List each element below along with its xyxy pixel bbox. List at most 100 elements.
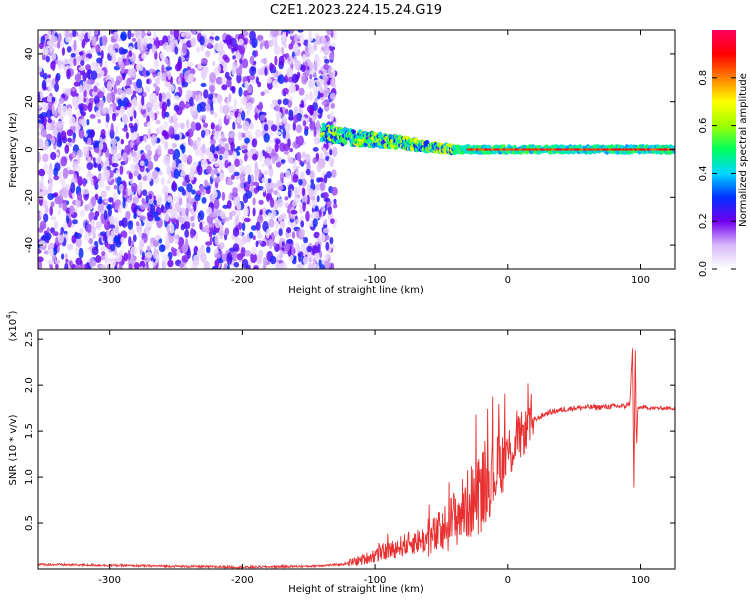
noise-speckle	[106, 92, 113, 104]
noise-speckle	[139, 204, 146, 210]
noise-speckle	[295, 165, 300, 170]
noise-speckle	[326, 171, 332, 179]
noise-speckle	[60, 156, 67, 167]
noise-speckle	[210, 31, 215, 37]
snr-x-tick-label: 0	[505, 575, 511, 586]
noise-speckle	[182, 42, 188, 54]
noise-speckle	[278, 185, 284, 191]
noise-speckle	[100, 254, 105, 261]
noise-speckle	[262, 170, 269, 176]
noise-speckle	[38, 139, 44, 149]
noise-speckle	[232, 121, 236, 130]
noise-speckle	[164, 80, 171, 88]
noise-speckle	[117, 98, 122, 108]
noise-speckle	[300, 243, 308, 255]
noise-speckle	[107, 207, 112, 217]
noise-speckle	[38, 260, 43, 269]
noise-speckle	[194, 233, 199, 242]
noise-speckle	[330, 262, 335, 269]
noise-speckle	[323, 174, 328, 184]
noise-speckle	[77, 33, 83, 40]
noise-speckle	[93, 85, 98, 93]
noise-speckle	[173, 95, 180, 101]
noise-speckle	[77, 176, 83, 187]
noise-speckle	[192, 110, 199, 120]
noise-speckle	[162, 255, 170, 262]
noise-speckle	[298, 87, 305, 96]
noise-speckle	[262, 264, 267, 269]
noise-speckle	[200, 44, 205, 52]
noise-speckle	[161, 101, 168, 112]
noise-speckle	[213, 112, 218, 119]
noise-speckle	[130, 132, 137, 141]
noise-speckle	[213, 99, 217, 104]
colorbar-strip	[712, 30, 736, 269]
noise-speckle	[128, 236, 132, 247]
noise-speckle	[202, 114, 207, 121]
noise-speckle	[253, 187, 259, 194]
noise-speckle	[224, 142, 229, 152]
noise-speckle	[220, 211, 226, 219]
noise-speckle	[142, 175, 148, 181]
noise-speckle	[128, 50, 133, 57]
noise-speckle	[222, 66, 228, 73]
noise-speckle	[298, 178, 303, 186]
snr-y-scale-suffix: )	[8, 310, 19, 314]
noise-speckle	[232, 187, 238, 195]
noise-speckle	[64, 144, 70, 154]
noise-speckle	[62, 201, 68, 212]
noise-speckle	[214, 35, 220, 41]
noise-speckle	[153, 59, 160, 69]
noise-speckle	[309, 107, 314, 116]
noise-speckle	[296, 124, 302, 134]
noise-speckle	[122, 73, 126, 81]
noise-speckle	[240, 145, 248, 150]
noise-speckle	[264, 157, 272, 167]
noise-speckle	[214, 218, 221, 229]
noise-speckle	[144, 158, 149, 167]
noise-speckle	[51, 53, 57, 60]
noise-speckle	[87, 168, 92, 177]
noise-speckle	[278, 55, 285, 66]
noise-speckle	[42, 116, 47, 126]
noise-speckle	[39, 42, 44, 50]
spectrogram-y-axis-label: Frequency (Hz)	[8, 112, 19, 188]
noise-speckle	[213, 198, 220, 210]
noise-speckle	[230, 141, 235, 152]
noise-speckle	[288, 109, 294, 117]
noise-speckle	[127, 249, 131, 261]
noise-speckle	[247, 85, 253, 94]
noise-speckle	[282, 98, 289, 106]
noise-speckle	[164, 140, 169, 151]
noise-speckle	[164, 111, 170, 118]
noise-speckle	[44, 205, 49, 215]
noise-speckle	[205, 206, 213, 215]
noise-speckle	[270, 30, 278, 38]
noise-speckle	[97, 179, 105, 188]
noise-speckle	[58, 234, 64, 244]
noise-speckle	[271, 156, 276, 164]
noise-speckle	[58, 136, 62, 146]
noise-speckle	[273, 45, 281, 56]
noise-speckle	[130, 125, 135, 134]
colorbar-ticks: 0.0 0.2 0.4 0.6 0.8	[698, 70, 736, 277]
noise-speckle	[53, 192, 59, 198]
noise-speckle	[180, 207, 187, 217]
noise-speckle	[74, 232, 78, 237]
noise-speckle	[213, 168, 219, 175]
noise-speckle	[245, 95, 252, 100]
noise-speckle	[312, 147, 319, 152]
noise-speckle	[86, 79, 92, 85]
noise-speckle	[139, 260, 146, 269]
noise-speckle	[92, 157, 96, 162]
figure-title: C2E1.2023.224.15.24.G19	[270, 3, 442, 18]
noise-speckle	[319, 79, 325, 84]
noise-speckle	[144, 252, 152, 258]
noise-speckle	[146, 171, 152, 183]
noise-speckle	[43, 250, 49, 255]
noise-speckle	[178, 263, 185, 268]
noise-speckle	[260, 91, 265, 97]
noise-speckle	[283, 150, 289, 155]
noise-speckle	[239, 172, 245, 183]
noise-speckle	[249, 30, 256, 41]
